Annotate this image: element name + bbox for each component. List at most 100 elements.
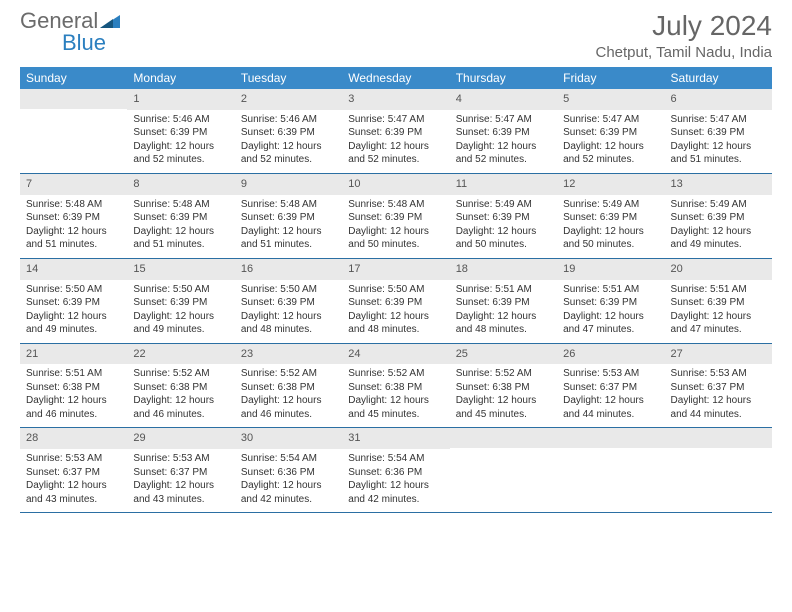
- daylight-text-2: and 47 minutes.: [671, 323, 766, 337]
- sunrise-text: Sunrise: 5:50 AM: [348, 283, 443, 297]
- daylight-text-1: Daylight: 12 hours: [348, 310, 443, 324]
- page-header: GeneralBlue July 2024 Chetput, Tamil Nad…: [20, 10, 772, 61]
- sunrise-text: Sunrise: 5:53 AM: [133, 452, 228, 466]
- daylight-text-2: and 52 minutes.: [241, 153, 336, 167]
- day-details: Sunrise: 5:49 AMSunset: 6:39 PMDaylight:…: [450, 195, 557, 258]
- day-number-band: [20, 89, 127, 109]
- sunset-text: Sunset: 6:37 PM: [26, 466, 121, 480]
- week-row: 7Sunrise: 5:48 AMSunset: 6:39 PMDaylight…: [20, 173, 772, 258]
- day-number-band: 7: [20, 174, 127, 195]
- day-header: Saturday: [665, 67, 772, 89]
- sunset-text: Sunset: 6:39 PM: [563, 296, 658, 310]
- day-cell: 30Sunrise: 5:54 AMSunset: 6:36 PMDayligh…: [235, 428, 342, 513]
- day-cell: 8Sunrise: 5:48 AMSunset: 6:39 PMDaylight…: [127, 173, 234, 258]
- day-header: Friday: [557, 67, 664, 89]
- daylight-text-2: and 42 minutes.: [241, 493, 336, 507]
- daylight-text-2: and 43 minutes.: [133, 493, 228, 507]
- day-cell: 3Sunrise: 5:47 AMSunset: 6:39 PMDaylight…: [342, 89, 449, 173]
- day-number-band: 29: [127, 428, 234, 449]
- daylight-text-1: Daylight: 12 hours: [348, 225, 443, 239]
- sunrise-text: Sunrise: 5:51 AM: [456, 283, 551, 297]
- daylight-text-1: Daylight: 12 hours: [563, 225, 658, 239]
- day-cell: 21Sunrise: 5:51 AMSunset: 6:38 PMDayligh…: [20, 343, 127, 428]
- sunrise-text: Sunrise: 5:52 AM: [133, 367, 228, 381]
- day-cell: 28Sunrise: 5:53 AMSunset: 6:37 PMDayligh…: [20, 428, 127, 513]
- daylight-text-2: and 52 minutes.: [563, 153, 658, 167]
- daylight-text-2: and 49 minutes.: [133, 323, 228, 337]
- sunset-text: Sunset: 6:39 PM: [671, 211, 766, 225]
- sunrise-text: Sunrise: 5:49 AM: [671, 198, 766, 212]
- day-number-band: 16: [235, 259, 342, 280]
- daylight-text-2: and 44 minutes.: [671, 408, 766, 422]
- day-details: Sunrise: 5:47 AMSunset: 6:39 PMDaylight:…: [665, 110, 772, 173]
- day-number-band: 25: [450, 344, 557, 365]
- sunset-text: Sunset: 6:39 PM: [456, 296, 551, 310]
- sunrise-text: Sunrise: 5:48 AM: [26, 198, 121, 212]
- day-details: [665, 448, 772, 510]
- daylight-text-2: and 45 minutes.: [348, 408, 443, 422]
- sunset-text: Sunset: 6:38 PM: [348, 381, 443, 395]
- day-cell: [665, 428, 772, 513]
- daylight-text-2: and 52 minutes.: [456, 153, 551, 167]
- day-number-band: 8: [127, 174, 234, 195]
- calendar-body: 1Sunrise: 5:46 AMSunset: 6:39 PMDaylight…: [20, 89, 772, 513]
- sunrise-text: Sunrise: 5:51 AM: [671, 283, 766, 297]
- daylight-text-1: Daylight: 12 hours: [348, 479, 443, 493]
- day-details: Sunrise: 5:48 AMSunset: 6:39 PMDaylight:…: [127, 195, 234, 258]
- day-cell: [20, 89, 127, 173]
- daylight-text-1: Daylight: 12 hours: [26, 394, 121, 408]
- day-details: Sunrise: 5:47 AMSunset: 6:39 PMDaylight:…: [342, 110, 449, 173]
- day-number-band: 9: [235, 174, 342, 195]
- day-details: Sunrise: 5:51 AMSunset: 6:38 PMDaylight:…: [20, 364, 127, 427]
- day-cell: 22Sunrise: 5:52 AMSunset: 6:38 PMDayligh…: [127, 343, 234, 428]
- day-number-band: 23: [235, 344, 342, 365]
- sunset-text: Sunset: 6:36 PM: [348, 466, 443, 480]
- day-cell: 1Sunrise: 5:46 AMSunset: 6:39 PMDaylight…: [127, 89, 234, 173]
- sunrise-text: Sunrise: 5:47 AM: [671, 113, 766, 127]
- daylight-text-1: Daylight: 12 hours: [671, 140, 766, 154]
- daylight-text-1: Daylight: 12 hours: [456, 225, 551, 239]
- daylight-text-1: Daylight: 12 hours: [26, 225, 121, 239]
- daylight-text-2: and 48 minutes.: [241, 323, 336, 337]
- logo-text-blue: Blue: [62, 30, 106, 55]
- day-number-band: 1: [127, 89, 234, 110]
- daylight-text-1: Daylight: 12 hours: [671, 225, 766, 239]
- daylight-text-2: and 44 minutes.: [563, 408, 658, 422]
- daylight-text-1: Daylight: 12 hours: [563, 394, 658, 408]
- day-cell: 5Sunrise: 5:47 AMSunset: 6:39 PMDaylight…: [557, 89, 664, 173]
- daylight-text-2: and 50 minutes.: [348, 238, 443, 252]
- day-number-band: 5: [557, 89, 664, 110]
- title-block: July 2024 Chetput, Tamil Nadu, India: [596, 10, 773, 61]
- daylight-text-1: Daylight: 12 hours: [456, 310, 551, 324]
- day-number-band: 6: [665, 89, 772, 110]
- day-details: Sunrise: 5:46 AMSunset: 6:39 PMDaylight:…: [235, 110, 342, 173]
- sunset-text: Sunset: 6:39 PM: [456, 211, 551, 225]
- sunset-text: Sunset: 6:37 PM: [133, 466, 228, 480]
- daylight-text-1: Daylight: 12 hours: [133, 140, 228, 154]
- sunset-text: Sunset: 6:39 PM: [671, 296, 766, 310]
- day-number-band: 4: [450, 89, 557, 110]
- day-cell: 4Sunrise: 5:47 AMSunset: 6:39 PMDaylight…: [450, 89, 557, 173]
- day-header: Sunday: [20, 67, 127, 89]
- day-details: Sunrise: 5:53 AMSunset: 6:37 PMDaylight:…: [127, 449, 234, 512]
- day-cell: 16Sunrise: 5:50 AMSunset: 6:39 PMDayligh…: [235, 258, 342, 343]
- sunset-text: Sunset: 6:39 PM: [241, 211, 336, 225]
- sunrise-text: Sunrise: 5:52 AM: [241, 367, 336, 381]
- day-cell: 7Sunrise: 5:48 AMSunset: 6:39 PMDaylight…: [20, 173, 127, 258]
- logo-triangle-icon: [100, 10, 120, 32]
- sunset-text: Sunset: 6:38 PM: [133, 381, 228, 395]
- daylight-text-1: Daylight: 12 hours: [456, 394, 551, 408]
- daylight-text-2: and 46 minutes.: [26, 408, 121, 422]
- day-number-band: 14: [20, 259, 127, 280]
- calendar-page: GeneralBlue July 2024 Chetput, Tamil Nad…: [0, 0, 792, 523]
- sunset-text: Sunset: 6:39 PM: [26, 296, 121, 310]
- daylight-text-2: and 49 minutes.: [671, 238, 766, 252]
- day-details: Sunrise: 5:52 AMSunset: 6:38 PMDaylight:…: [127, 364, 234, 427]
- week-row: 21Sunrise: 5:51 AMSunset: 6:38 PMDayligh…: [20, 343, 772, 428]
- daylight-text-1: Daylight: 12 hours: [563, 140, 658, 154]
- day-details: Sunrise: 5:53 AMSunset: 6:37 PMDaylight:…: [557, 364, 664, 427]
- daylight-text-1: Daylight: 12 hours: [348, 140, 443, 154]
- sunrise-text: Sunrise: 5:47 AM: [456, 113, 551, 127]
- day-cell: 29Sunrise: 5:53 AMSunset: 6:37 PMDayligh…: [127, 428, 234, 513]
- daylight-text-2: and 43 minutes.: [26, 493, 121, 507]
